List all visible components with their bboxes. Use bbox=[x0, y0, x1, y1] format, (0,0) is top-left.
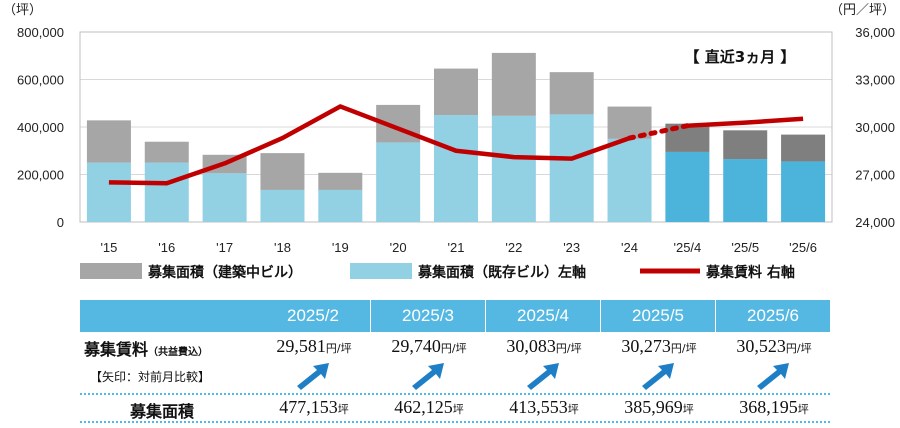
bar-construction bbox=[549, 72, 594, 115]
left-axis-tick-label: 600,000 bbox=[17, 73, 64, 88]
row-divider bbox=[80, 421, 830, 423]
bar-construction bbox=[260, 153, 305, 190]
area-value-cell: 385,969坪 bbox=[624, 397, 694, 417]
bar-existing bbox=[260, 189, 305, 222]
x-axis-tick-label: '20 bbox=[390, 240, 407, 255]
rent-row-label: 募集賃料（共益費込） bbox=[84, 340, 209, 359]
left-axis-tick-label: 0 bbox=[57, 215, 64, 230]
bar-existing bbox=[665, 151, 710, 222]
rent-value-cell: 29,581円/坪 bbox=[276, 336, 352, 356]
right-axis-tick-label: 36,000 bbox=[855, 25, 895, 40]
bar-existing bbox=[318, 189, 363, 222]
x-axis-tick-label: '19 bbox=[332, 240, 349, 255]
arrow-row-label: 【矢印：対前月比較】 bbox=[90, 370, 211, 384]
bar-construction bbox=[434, 68, 478, 116]
axis-ticks: 0 24,000 200,000 27,000 400,000 30,000 600,000… bbox=[17, 25, 895, 255]
table-header-month: 2025/5 bbox=[601, 300, 715, 332]
up-trend-arrow-icon bbox=[297, 363, 329, 390]
rent-line-solid bbox=[108, 104, 631, 186]
row-divider bbox=[80, 393, 830, 395]
x-axis-tick-label: '16 bbox=[158, 240, 175, 255]
up-trend-arrow-icon bbox=[757, 363, 789, 390]
rent-value-cell: 30,523円/坪 bbox=[736, 336, 812, 356]
rent-line bbox=[108, 104, 804, 186]
rent-value-cell: 30,273円/坪 bbox=[621, 336, 697, 356]
rent-area-table: 2025/2 2025/3 2025/4 2025/5 2025/6 募集賃料（… bbox=[80, 300, 830, 424]
right-axis-tick-label: 24,000 bbox=[855, 215, 895, 230]
bar-construction bbox=[86, 120, 131, 163]
right-axis-tick-label: 27,000 bbox=[855, 168, 895, 183]
bar-existing bbox=[491, 115, 536, 222]
bar-existing bbox=[781, 161, 826, 222]
area-value-cell: 413,553坪 bbox=[509, 397, 579, 417]
table-header-month: 2025/2 bbox=[256, 300, 370, 332]
bars bbox=[86, 52, 826, 222]
area-value-cell: 477,153坪 bbox=[279, 397, 349, 417]
bar-existing bbox=[144, 162, 189, 222]
bar-construction bbox=[781, 134, 826, 162]
legend-label-rent: 募集賃料 右軸 bbox=[705, 264, 795, 281]
area-row-label: 募集面積 bbox=[130, 402, 195, 421]
legend-swatch-construction bbox=[80, 263, 142, 279]
left-axis-tick-label: 400,000 bbox=[17, 120, 64, 135]
x-axis-tick-label: '17 bbox=[216, 240, 233, 255]
right-axis-tick-label: 30,000 bbox=[855, 120, 895, 135]
combo-chart: （坪） （円／坪） 0 24,000 200,000 27,000 400,000 30,… bbox=[3, 2, 895, 281]
area-value-cell: 368,195坪 bbox=[739, 397, 809, 417]
bar-existing bbox=[434, 115, 478, 222]
up-trend-arrow-icon bbox=[527, 363, 559, 390]
right-axis-tick-label: 33,000 bbox=[855, 73, 895, 88]
right-axis-unit: （円／坪） bbox=[830, 2, 895, 17]
table-header-corner bbox=[80, 300, 256, 332]
legend-label-existing: 募集面積（既存ビル）左軸 bbox=[417, 264, 586, 281]
bar-existing bbox=[376, 142, 421, 222]
bar-existing bbox=[549, 114, 594, 222]
table-header-month: 2025/3 bbox=[371, 300, 485, 332]
bar-construction bbox=[491, 52, 536, 116]
x-axis-tick-label: '24 bbox=[621, 240, 638, 255]
area-value-cell: 462,125坪 bbox=[394, 397, 464, 417]
x-axis-tick-label: '25/5 bbox=[731, 240, 759, 255]
table-header-month: 2025/4 bbox=[486, 300, 600, 332]
left-axis-tick-label: 200,000 bbox=[17, 168, 64, 183]
bar-existing bbox=[723, 159, 768, 222]
legend: 募集面積（建築中ビル） 募集面積（既存ビル）左軸 募集賃料 右軸 bbox=[80, 263, 795, 281]
x-axis-tick-label: '22 bbox=[505, 240, 522, 255]
rent-line-dotted bbox=[627, 123, 690, 141]
bar-existing bbox=[86, 162, 131, 222]
x-axis-tick-label: '15 bbox=[100, 240, 117, 255]
bar-construction bbox=[144, 141, 189, 163]
legend-label-construction: 募集面積（建築中ビル） bbox=[147, 264, 302, 281]
bar-construction bbox=[723, 130, 768, 160]
x-axis-tick-label: '25/6 bbox=[789, 240, 817, 255]
up-trend-arrow-icon bbox=[642, 363, 674, 390]
bar-existing bbox=[607, 138, 652, 222]
left-axis-unit: （坪） bbox=[3, 2, 42, 17]
rent-value-cell: 29,740円/坪 bbox=[391, 336, 467, 356]
x-axis-tick-label: '23 bbox=[563, 240, 580, 255]
rent-value-cell: 30,083円/坪 bbox=[506, 336, 582, 356]
x-axis-tick-label: '18 bbox=[274, 240, 291, 255]
rent-line-recent bbox=[687, 116, 804, 128]
bar-construction bbox=[318, 172, 363, 190]
table-header-month: 2025/6 bbox=[716, 300, 830, 332]
bar-existing bbox=[202, 173, 247, 222]
legend-swatch-existing bbox=[350, 263, 412, 279]
x-axis-tick-label: '21 bbox=[448, 240, 465, 255]
up-trend-arrow-icon bbox=[412, 363, 444, 390]
x-axis-tick-label: '25/4 bbox=[673, 240, 701, 255]
left-axis-tick-label: 800,000 bbox=[17, 25, 64, 40]
recent-3-months-annotation: 【 直近3ヵ月 】 bbox=[685, 48, 796, 66]
